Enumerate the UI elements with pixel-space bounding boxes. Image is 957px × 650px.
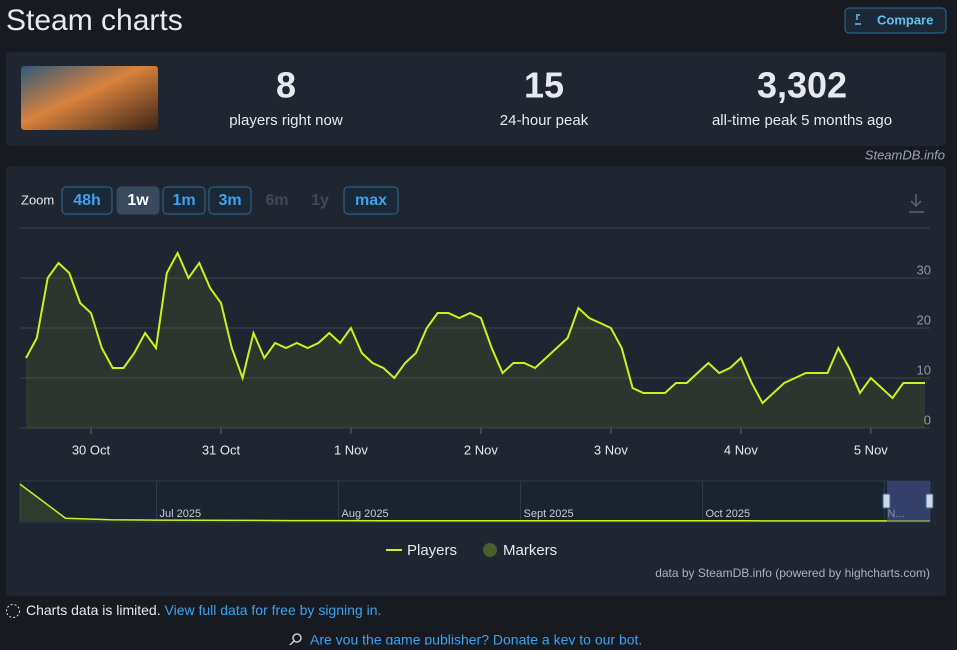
stat-label: 24-hour peak bbox=[500, 112, 589, 129]
x-tick-label: 1 Nov bbox=[334, 442, 368, 457]
x-tick-label: 2 Nov bbox=[464, 442, 498, 457]
navigator-label: Oct 2025 bbox=[706, 508, 751, 520]
y-tick-label: 10 bbox=[917, 362, 931, 377]
stat-value: 3,302 bbox=[757, 65, 847, 106]
game-thumbnail[interactable] bbox=[21, 66, 158, 130]
stat-value: 15 bbox=[524, 65, 564, 106]
x-tick-label: 31 Oct bbox=[202, 442, 241, 457]
zoom-button: 1y bbox=[311, 192, 329, 209]
credit: SteamDB.info bbox=[865, 147, 945, 162]
zoom-text: 1y bbox=[311, 192, 329, 209]
zoom-text: 1m bbox=[172, 192, 195, 209]
navigator-label: Jul 2025 bbox=[160, 508, 202, 520]
stat-value: 8 bbox=[276, 65, 296, 106]
zoom-button[interactable]: 1w bbox=[116, 186, 160, 215]
zoom-text: 48h bbox=[73, 192, 101, 209]
area-fill bbox=[26, 253, 925, 428]
zoom-button[interactable]: 48h bbox=[61, 186, 113, 215]
limited-note: Charts data is limited. View full data f… bbox=[26, 602, 381, 618]
zoom-frame bbox=[208, 186, 252, 215]
x-tick-label: 5 Nov bbox=[854, 442, 888, 457]
publisher-link[interactable]: Are you the game publisher? Donate a key… bbox=[310, 632, 642, 648]
navigator-handle[interactable] bbox=[882, 493, 891, 509]
x-tick-label: 3 Nov bbox=[594, 442, 628, 457]
zoom-label: Zoom bbox=[21, 192, 54, 207]
zoom-buttons: 48h 1w 1m 3m 6m 1y max bbox=[61, 186, 399, 215]
key-icon bbox=[292, 633, 302, 643]
compare-button[interactable]: Compare bbox=[844, 7, 947, 34]
y-tick-label: 0 bbox=[924, 412, 931, 427]
navigator-label: Aug 2025 bbox=[342, 508, 389, 520]
legend-symbol bbox=[483, 543, 497, 557]
zoom-button: 6m bbox=[265, 192, 288, 209]
source: data by SteamDB.info (powered by highcha… bbox=[655, 566, 930, 580]
sign-in-link[interactable]: View full data for free by signing in. bbox=[165, 602, 382, 618]
zoom-frame bbox=[116, 186, 160, 215]
stats-panel bbox=[6, 52, 946, 146]
zoom-text: 3m bbox=[218, 192, 241, 209]
page-title: Steam charts bbox=[6, 4, 183, 37]
x-tick-label: 4 Nov bbox=[724, 442, 758, 457]
x-tick-label: 30 Oct bbox=[72, 442, 111, 457]
navigator-line bbox=[19, 483, 930, 522]
zoom-frame bbox=[61, 186, 113, 215]
y-tick-label: 30 bbox=[917, 262, 931, 277]
stat-label: all-time peak 5 months ago bbox=[712, 112, 892, 129]
zoom-button[interactable]: 3m bbox=[208, 186, 252, 215]
zoom-frame bbox=[343, 186, 399, 215]
navigator-label: Sept 2025 bbox=[524, 508, 574, 520]
navigator-handle[interactable] bbox=[925, 493, 934, 509]
y-tick-label: 20 bbox=[917, 312, 931, 327]
legend-label[interactable]: Players bbox=[407, 542, 457, 559]
zoom-text: max bbox=[355, 192, 387, 209]
stat-label: players right now bbox=[229, 112, 343, 129]
limited-text: Charts data is limited. bbox=[26, 602, 161, 618]
zoom-text: 6m bbox=[265, 192, 288, 209]
compare-icon bbox=[855, 14, 861, 25]
navigator-selection[interactable] bbox=[887, 481, 930, 522]
plot: 0 10 20 30 30 Oct 31 Oct 1 Nov 2 Nov 3 Nov 4 Nov 5… bbox=[20, 227, 931, 457]
zoom-text: 1w bbox=[127, 192, 149, 209]
legend-label[interactable]: Markers bbox=[503, 542, 557, 559]
zoom-button[interactable]: 1m bbox=[162, 186, 206, 215]
compare-label[interactable]: Compare bbox=[877, 12, 933, 27]
zoom-button[interactable]: max bbox=[343, 186, 399, 215]
players-line bbox=[25, 250, 925, 405]
compare-frame[interactable] bbox=[844, 7, 947, 34]
download-icon[interactable] bbox=[909, 194, 924, 213]
limited-icon bbox=[6, 604, 20, 618]
zoom-frame bbox=[162, 186, 206, 215]
